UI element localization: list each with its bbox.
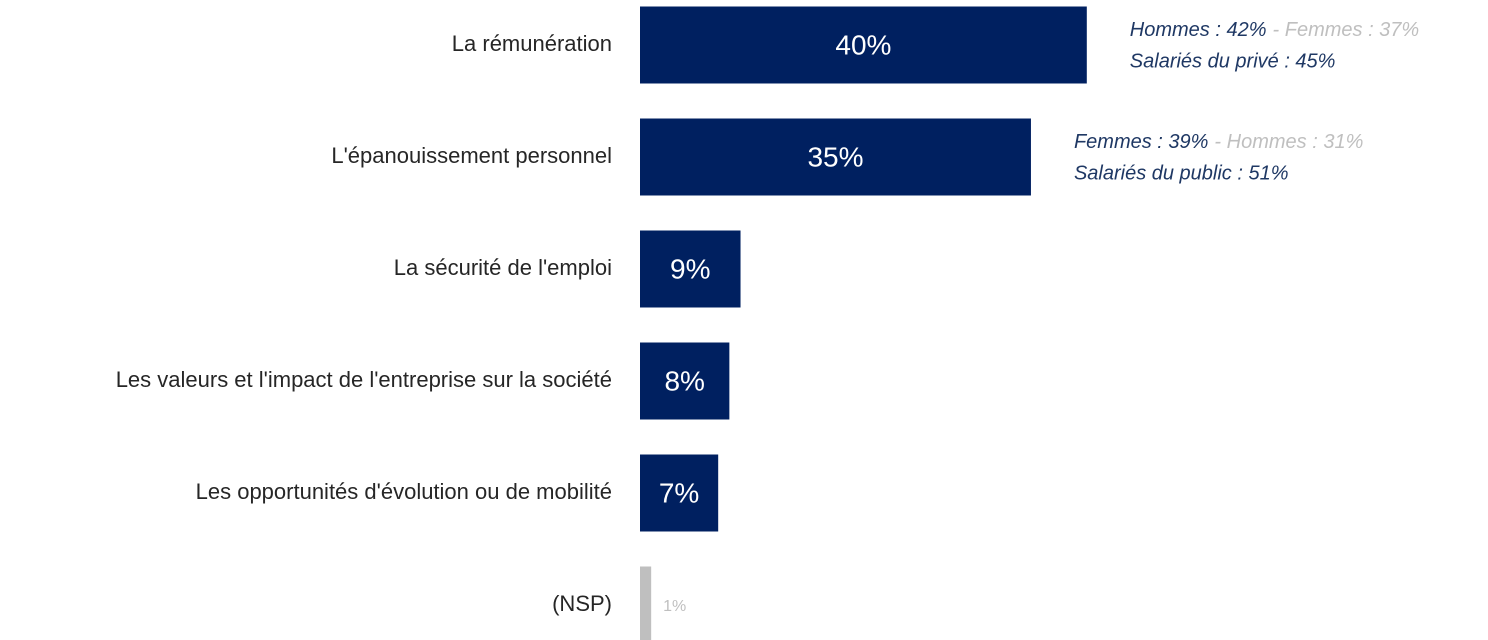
bar [640,342,730,420]
bar [640,6,1087,84]
bar [640,118,1031,196]
annotation-line: Femmes : 39% - Hommes : 31% [1074,131,1363,153]
annotation-secondary: - Femmes : 37% [1273,19,1420,41]
annotation-line: Hommes : 42% - Femmes : 37% [1130,19,1419,41]
annotation-detail: Salariés du public : 51% [1074,162,1289,184]
value-label: 8% [664,365,704,396]
bar [640,230,741,308]
value-label: 35% [807,141,863,172]
category-label: La rémunération [452,31,612,56]
category-label: (NSP) [552,591,612,616]
value-label: 1% [663,598,686,615]
bar [640,454,719,532]
value-label: 9% [670,253,710,284]
value-label: 40% [835,29,891,60]
category-label: L'épanouissement personnel [331,143,612,168]
annotation-primary: Femmes : 39% [1074,131,1208,153]
annotation-primary: Hommes : 42% [1130,19,1267,41]
value-label: 7% [659,477,699,508]
category-label: Les opportunités d'évolution ou de mobil… [196,479,612,504]
annotation-secondary: - Hommes : 31% [1214,131,1363,153]
annotation-detail: Salariés du privé : 45% [1130,50,1336,72]
bar [640,566,652,640]
category-label: Les valeurs et l'impact de l'entreprise … [116,367,612,392]
category-label: La sécurité de l'emploi [394,255,612,280]
